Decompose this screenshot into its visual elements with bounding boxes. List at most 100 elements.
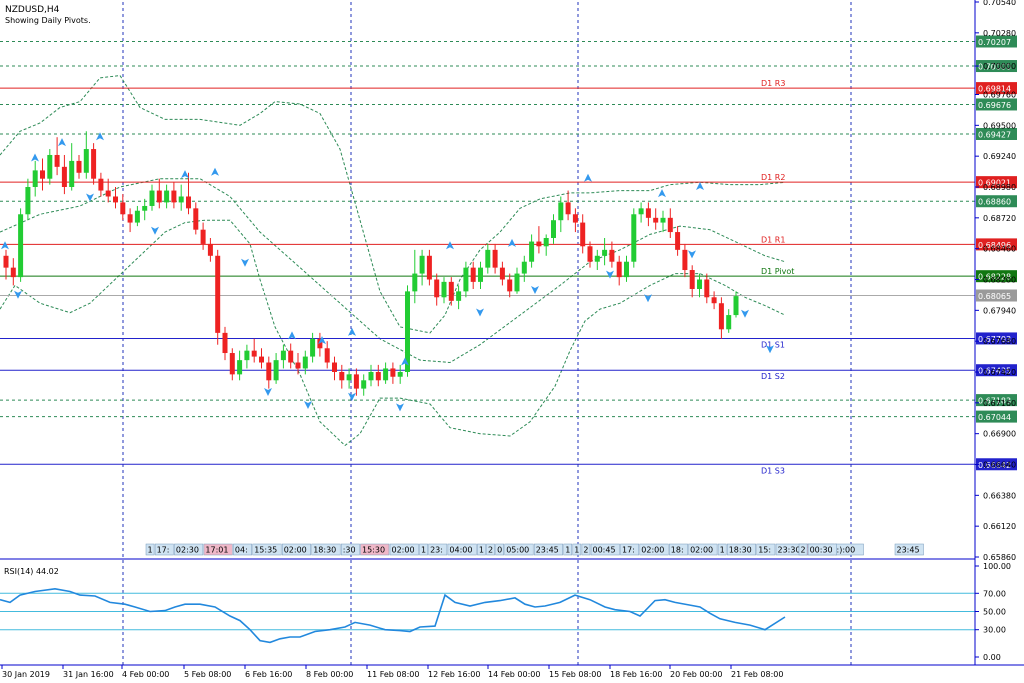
fractal-down-arrow (151, 226, 159, 235)
fractal-up-arrow (31, 153, 39, 162)
candle-body (616, 261, 622, 278)
dotted-level-badge (976, 98, 1017, 111)
time-tag-box (756, 543, 776, 556)
candle-body (441, 281, 447, 298)
candle-body (317, 338, 323, 349)
time-tag-box (477, 543, 486, 556)
candle-body (332, 362, 337, 372)
pivot-price-label: 0.67703 (978, 335, 1011, 344)
time-tag-label: 15:35 (254, 546, 277, 555)
rsi-tick-label: 50.00 (983, 608, 1006, 617)
fractal-arrows (1, 132, 774, 412)
candle-body (149, 190, 155, 206)
candle-body (448, 281, 454, 301)
time-tag-box (311, 543, 341, 556)
candle-body (200, 229, 206, 244)
time-tag-label: 23: (430, 546, 443, 555)
y-tick-label: 0.69760 (983, 91, 1016, 100)
candle-body (105, 190, 111, 197)
candle-body (207, 243, 213, 256)
candle-body (10, 267, 16, 278)
candle-body (638, 208, 644, 215)
dotted-level-badge (976, 410, 1017, 423)
pivot-price-label: 0.66642 (978, 461, 1011, 470)
time-tag-label: 02:00 (641, 546, 664, 555)
x-tick-label: 15 Feb 08:00 (549, 670, 601, 679)
x-tick-label: 8 Feb 00:00 (306, 670, 353, 679)
candle-body (32, 170, 38, 187)
y-tick-label: 0.67940 (983, 306, 1016, 315)
candle-body (353, 374, 359, 389)
candle-body (543, 237, 549, 247)
time-tag-box (428, 543, 448, 556)
dotted-level-price: 0.70207 (978, 38, 1011, 47)
band-middle-line (0, 178, 786, 364)
time-tag-box (894, 543, 924, 556)
candle-body (587, 246, 593, 262)
candle-body (69, 160, 75, 187)
x-tick-label: 12 Feb 16:00 (428, 670, 480, 679)
pivot-price-label: 0.67435 (978, 367, 1011, 376)
candle-body (536, 241, 542, 247)
y-tick-label: 0.66900 (983, 430, 1016, 439)
time-tag-box (581, 543, 591, 556)
candle-body (675, 232, 681, 250)
time-tag-box (389, 543, 419, 556)
indicator-subtitle: Showing Daily Pivots. (5, 16, 91, 25)
y-tick-label: 0.66640 (983, 461, 1016, 470)
band-lower-line (0, 219, 786, 447)
candle-body (645, 208, 651, 218)
fractal-up-arrow (584, 173, 592, 182)
candle-body (558, 202, 564, 221)
candle-body (280, 350, 286, 361)
time-tag-label: 05:00 (506, 546, 529, 555)
candle-body (521, 261, 527, 274)
candle-body (507, 279, 513, 292)
fractal-down-arrow (644, 294, 652, 303)
fractal-up-arrow (58, 138, 66, 147)
candle-body (113, 196, 118, 203)
time-tag-label: 00:45 (593, 546, 616, 555)
candle-body (18, 214, 24, 278)
candle-body (426, 255, 432, 280)
time-tag-label: :30 (343, 546, 356, 555)
current-price-label: 0.68065 (978, 292, 1011, 301)
candle-body (302, 356, 308, 369)
time-tag-label: 00:30 (810, 546, 833, 555)
candle-body (61, 166, 67, 187)
pivot-price-badge (976, 176, 1017, 189)
fractal-down-arrow (396, 403, 404, 412)
candle-body (704, 279, 710, 298)
y-tick-label: 0.65860 (983, 553, 1016, 562)
candle-body (3, 255, 9, 268)
time-tag-box (639, 543, 669, 556)
time-tag-label: 18:30 (729, 546, 752, 555)
candle-body (631, 214, 637, 262)
time-tag-label: :):00 (837, 546, 856, 555)
time-tag-box (486, 543, 495, 556)
y-tick-label: 0.66380 (983, 491, 1016, 500)
candle-body (726, 315, 732, 330)
candle-body (251, 350, 257, 357)
fractal-down-arrow (348, 392, 356, 401)
pivot-price-badge (976, 82, 1017, 95)
time-tag-box (154, 543, 174, 556)
candle-body (91, 149, 97, 179)
candle-body (127, 214, 133, 223)
y-tick-label: 0.68720 (983, 214, 1016, 223)
pivot-price-label: 0.69814 (978, 85, 1011, 94)
time-tag-label: 1 (479, 546, 484, 555)
pivot-levels: 0.70207 0.70000 0.69676 0.69427 0.68860 0.671… (0, 35, 1017, 475)
time-tag-label: 04: (235, 546, 248, 555)
dotted-level-badge (976, 35, 1017, 48)
candle-body (689, 270, 695, 289)
x-tick-label: 5 Feb 08:00 (184, 670, 231, 679)
x-tick-label: 31 Jan 16:00 (63, 670, 114, 679)
dotted-level-badge (976, 195, 1017, 208)
candle-body (215, 255, 221, 333)
time-tag-box (495, 543, 504, 556)
time-tag-box (620, 543, 640, 556)
candle-body (682, 249, 688, 271)
